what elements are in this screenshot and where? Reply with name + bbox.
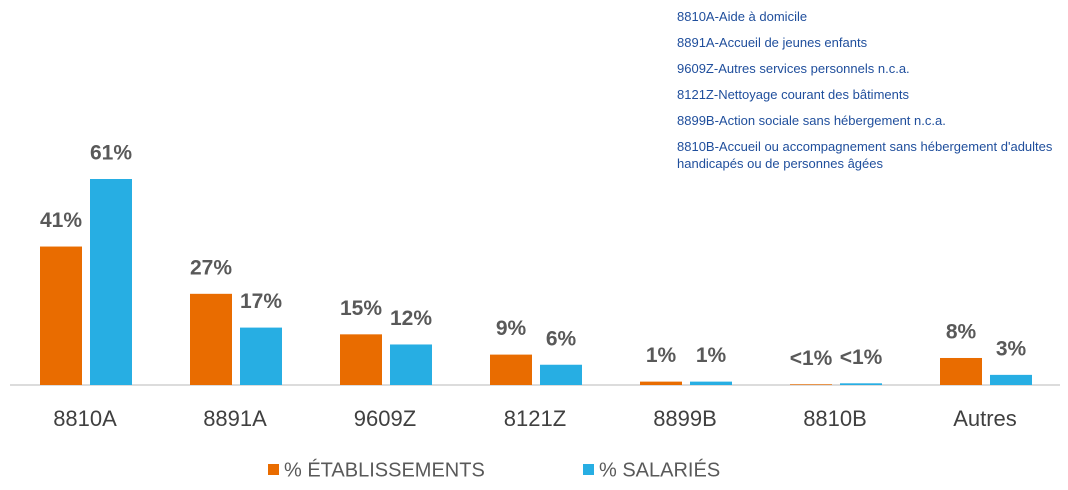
- bar: [840, 383, 882, 385]
- data-label: 15%: [340, 297, 382, 320]
- bar: [190, 293, 232, 385]
- bar: [690, 381, 732, 385]
- x-tick-label: 8891A: [203, 406, 267, 431]
- annotation: 8121Z-Nettoyage courant des bâtiments: [677, 87, 909, 102]
- annotation: 8899B-Action sociale sans hébergement n.…: [677, 113, 946, 128]
- bar: [90, 179, 132, 385]
- data-label: 12%: [390, 307, 432, 330]
- data-label: 27%: [190, 256, 232, 279]
- data-label: 9%: [496, 317, 527, 340]
- bar: [490, 354, 532, 385]
- annotations: 8810A-Aide à domicile 8891A-Accueil de je…: [677, 8, 1057, 181]
- data-label: 3%: [996, 337, 1027, 360]
- x-tick-label: 8810B: [803, 406, 867, 431]
- bar: [390, 344, 432, 385]
- data-label: <1%: [790, 347, 833, 370]
- data-label: 17%: [240, 290, 282, 313]
- bar: [990, 374, 1032, 385]
- data-label: 1%: [646, 344, 677, 367]
- legend-label: % SALARIÉS: [599, 458, 720, 481]
- data-label: 61%: [90, 142, 132, 165]
- legend-label: % ÉTABLISSEMENTS: [284, 458, 485, 481]
- data-label: <1%: [840, 346, 883, 369]
- annotation: 8891A-Accueil de jeunes enfants: [677, 35, 868, 50]
- bar: [790, 384, 832, 385]
- x-tick-label: 8810A: [53, 406, 117, 431]
- bar: [340, 334, 382, 385]
- data-label: 1%: [696, 344, 727, 367]
- legend-swatch: [268, 464, 279, 475]
- x-tick-label: 8899B: [653, 406, 717, 431]
- data-label: 41%: [40, 209, 82, 232]
- annotation: 9609Z-Autres services personnels n.c.a.: [677, 61, 910, 76]
- bar: [40, 246, 82, 385]
- legend-swatch: [583, 464, 594, 475]
- bar: [540, 364, 582, 385]
- annotation: 8810B-Accueil ou accompagnement sans héb…: [677, 139, 1053, 171]
- bar: [240, 327, 282, 385]
- data-label: 6%: [546, 327, 577, 350]
- bar: [640, 381, 682, 385]
- x-tick-label: Autres: [953, 406, 1017, 431]
- data-label: 8%: [946, 321, 977, 344]
- bar: [940, 357, 982, 385]
- x-tick-label: 9609Z: [354, 406, 416, 431]
- annotation: 8810A-Aide à domicile: [677, 9, 808, 24]
- x-tick-label: 8121Z: [504, 406, 566, 431]
